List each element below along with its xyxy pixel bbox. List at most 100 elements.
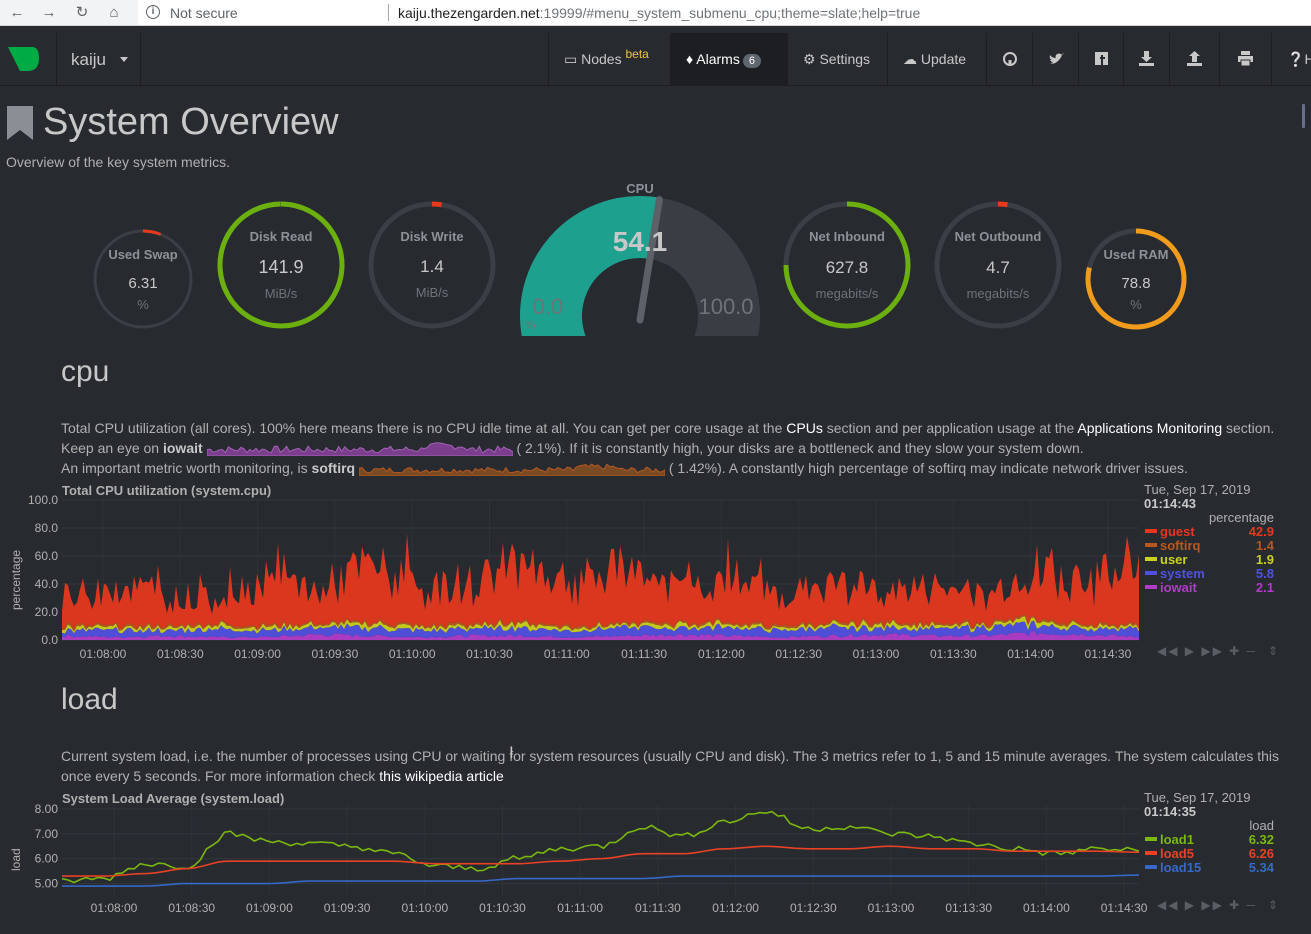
address-bar[interactable]: i Not secure kaiju.thezengarden.net:1999… bbox=[138, 0, 1311, 25]
cpu-chart[interactable]: 100.0 80.0 60.0 40.0 20.0 0.0 01:08:00 01:08:30… bbox=[0, 490, 1150, 670]
url-host: kaiju.thezengarden.net bbox=[398, 5, 540, 21]
cpu-xtick-label: 01:13:00 bbox=[853, 647, 900, 661]
cpu-legend-units: percentage bbox=[1208, 510, 1274, 525]
url-text[interactable]: kaiju.thezengarden.net:19999/#menu_syste… bbox=[398, 5, 920, 21]
load-xtick-label: 01:13:30 bbox=[945, 901, 992, 915]
gauge-value: 6.31 bbox=[128, 275, 157, 292]
legend-item-user[interactable]: user 1.9 bbox=[1144, 552, 1274, 567]
netdata-logo-icon[interactable] bbox=[6, 45, 40, 73]
print-button[interactable] bbox=[1219, 33, 1271, 86]
gauge-value: 78.8 bbox=[1121, 275, 1150, 292]
github-icon bbox=[1003, 52, 1017, 66]
cpu-resize-icon[interactable]: ⇕ bbox=[1268, 644, 1281, 658]
legend-item-softirq[interactable]: softirq 1.4 bbox=[1144, 538, 1274, 553]
load-line-load15 bbox=[62, 874, 1140, 887]
alarms-label: Alarms bbox=[696, 51, 740, 67]
softirq-text-c: ( 1.42%). A constantly high percentage o… bbox=[668, 460, 1188, 476]
load-xtick-label: 01:11:00 bbox=[557, 901, 603, 915]
applications-monitoring-link[interactable]: Applications Monitoring bbox=[1077, 420, 1223, 436]
gauge-units: megabits/s bbox=[816, 286, 879, 301]
disk-write-gauge[interactable]: Disk Write 1.4 MiB/s bbox=[368, 201, 496, 329]
softirq-sparkline[interactable] bbox=[358, 460, 666, 477]
net-outbound-gauge[interactable]: Net Outbound 4.7 megabits/s bbox=[934, 201, 1062, 329]
download-button[interactable] bbox=[1123, 33, 1169, 86]
forward-icon[interactable]: → bbox=[41, 4, 57, 21]
section-heading-load: load bbox=[61, 683, 118, 716]
nodes-label: Nodes bbox=[581, 51, 622, 67]
cpu-chart-title: Total CPU utilization (system.cpu) bbox=[62, 483, 272, 498]
iowait-text-c: ( 2.1%). If it is constantly high, your … bbox=[516, 440, 1084, 456]
gauge-value: 1.4 bbox=[420, 257, 444, 276]
info-icon[interactable]: i bbox=[146, 5, 160, 19]
host-name: kaiju bbox=[71, 50, 106, 69]
cpu-desc-text-a: Total CPU utilization (all cores). 100% … bbox=[61, 420, 787, 436]
legend-item-iowait[interactable]: iowait 2.1 bbox=[1144, 580, 1274, 595]
github-button[interactable] bbox=[986, 33, 1032, 86]
bookmark-icon bbox=[7, 106, 33, 140]
legend-item-guest[interactable]: guest 42.9 bbox=[1144, 524, 1274, 539]
load-description-line-2: once every 5 seconds. For more informati… bbox=[61, 766, 504, 786]
softirq-label: softirq bbox=[311, 460, 356, 476]
cpu-xtick-label: 01:14:00 bbox=[1007, 647, 1054, 661]
wikipedia-link[interactable]: this wikipedia article bbox=[379, 768, 504, 784]
home-icon[interactable]: ⌂ bbox=[109, 4, 119, 21]
update-button[interactable]: ☁ Update bbox=[887, 33, 986, 86]
legend-item-system[interactable]: system 5.8 bbox=[1144, 566, 1274, 581]
cpu-description-line-2: Keep an eye on iowait ( 2.1%). If it is … bbox=[61, 438, 1084, 458]
cpu-gauge[interactable]: CPU 54.1 0.0 100.0% bbox=[520, 181, 760, 336]
legend-swatch bbox=[1145, 543, 1157, 547]
facebook-icon bbox=[1095, 52, 1108, 65]
cpu-ytick-label: 60.0 bbox=[35, 549, 59, 563]
gauge-arc bbox=[783, 201, 911, 329]
cpu-area-guest bbox=[62, 533, 1139, 630]
cpu-xtick-label: 01:11:00 bbox=[544, 647, 590, 661]
upload-icon bbox=[1187, 51, 1202, 66]
facebook-button[interactable] bbox=[1078, 33, 1123, 86]
legend-swatch bbox=[1145, 851, 1157, 855]
twitter-button[interactable] bbox=[1032, 33, 1078, 86]
section-heading-cpu: cpu bbox=[61, 355, 110, 388]
load-chart-controls[interactable]: ◀◀ ▶ ▶▶ ✚ ─ bbox=[1157, 898, 1258, 912]
cpu-legend-date: Tue, Sep 17, 2019 bbox=[1144, 482, 1251, 497]
cpu-ytick-label: 40.0 bbox=[35, 577, 59, 591]
legend-item-load1[interactable]: load1 6.32 bbox=[1144, 832, 1274, 847]
nodes-button[interactable]: ▭ Nodes beta bbox=[548, 33, 670, 86]
load-ytick-label: 8.00 bbox=[35, 802, 59, 816]
cpu-xtick-label: 01:09:00 bbox=[234, 647, 281, 661]
legend-name: load5 bbox=[1160, 846, 1194, 861]
load-chart[interactable]: 8.00 7.00 6.00 5.00 01:08:00 01:08:30 01:09:00… bbox=[0, 798, 1150, 934]
legend-swatch bbox=[1145, 557, 1157, 561]
net-inbound-gauge[interactable]: Net Inbound 627.8 megabits/s bbox=[783, 201, 911, 329]
legend-swatch bbox=[1145, 585, 1157, 589]
gauge-arc bbox=[997, 201, 1008, 208]
reload-icon[interactable]: ↻ bbox=[75, 4, 89, 21]
upload-button[interactable] bbox=[1169, 33, 1219, 86]
cpus-link[interactable]: CPUs bbox=[786, 420, 823, 436]
host-dropdown[interactable]: kaiju bbox=[56, 33, 141, 86]
alarms-button[interactable]: ♦ Alarms 6 bbox=[670, 33, 787, 86]
iowait-sparkline[interactable] bbox=[206, 440, 514, 457]
used-swap-gauge[interactable]: Used Swap 6.31% bbox=[93, 229, 193, 329]
settings-button[interactable]: ⚙ Settings bbox=[787, 33, 887, 86]
text-cursor-icon: Ⅰ bbox=[509, 745, 514, 762]
legend-item-load5[interactable]: load5 6.26 bbox=[1144, 846, 1274, 861]
load-xtick-label: 01:08:00 bbox=[91, 901, 138, 915]
back-icon[interactable]: ← bbox=[9, 4, 25, 21]
used-ram-gauge[interactable]: Used RAM 78.8% bbox=[1085, 228, 1187, 330]
legend-swatch bbox=[1145, 529, 1157, 533]
legend-item-load15[interactable]: load15 5.34 bbox=[1144, 860, 1274, 875]
load-resize-icon[interactable]: ⇕ bbox=[1268, 898, 1281, 912]
security-label: Not secure bbox=[170, 5, 238, 21]
cpu-gauge-title: CPU bbox=[626, 181, 653, 196]
cpu-chart-controls[interactable]: ◀◀ ▶ ▶▶ ✚ ─ bbox=[1157, 644, 1258, 658]
load-xtick-label: 01:08:30 bbox=[168, 901, 215, 915]
cpu-ytick-label: 20.0 bbox=[35, 605, 59, 619]
legend-swatch bbox=[1145, 865, 1157, 869]
scrollbar-thumb[interactable] bbox=[1302, 104, 1305, 128]
load-chart-title: System Load Average (system.load) bbox=[62, 791, 285, 806]
help-button[interactable]: ❔H bbox=[1271, 33, 1311, 86]
browser-toolbar: ← → ↻ ⌂ i Not secure kaiju.thezengarden.… bbox=[0, 0, 1311, 26]
disk-read-gauge[interactable]: Disk Read 141.9 MiB/s bbox=[217, 201, 345, 329]
load-xtick-label: 01:12:30 bbox=[790, 901, 837, 915]
gauge-title: Used RAM bbox=[1103, 247, 1168, 262]
